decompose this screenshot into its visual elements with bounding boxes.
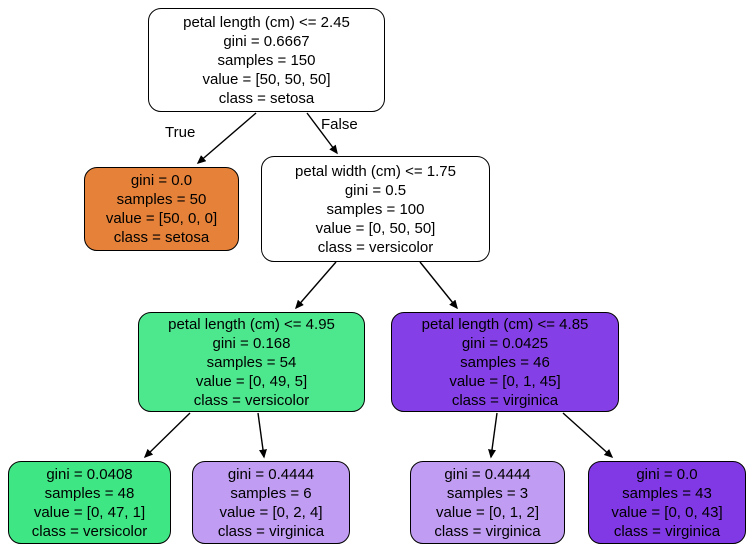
node-gini: gini = 0.0408 xyxy=(46,465,133,483)
edge-virginicasplit-to-leaf3 xyxy=(488,412,498,459)
node-gini: gini = 0.0 xyxy=(636,465,698,483)
node-value: value = [50, 0, 0] xyxy=(105,210,218,227)
tree-leaf-virginica-mixed-b: gini = 0.4444 samples = 3 value = [0, 1,… xyxy=(410,461,565,544)
node-split-condition: petal length (cm) <= 2.45 xyxy=(183,13,350,31)
node-gini: gini = 0.0 xyxy=(130,172,193,189)
tree-node-petal-width-split: petal width (cm) <= 1.75 gini = 0.5 samp… xyxy=(261,156,490,262)
node-gini: gini = 0.5 xyxy=(344,181,407,199)
node-samples: samples = 46 xyxy=(460,353,550,371)
node-split-condition: petal width (cm) <= 1.75 xyxy=(295,162,456,180)
node-samples: samples = 100 xyxy=(326,200,425,218)
node-samples: samples = 48 xyxy=(44,484,135,502)
node-class: class = virginica xyxy=(451,391,559,409)
node-class: class = versicolor xyxy=(31,522,148,540)
edge-petalwidth-to-versicolor-split xyxy=(295,261,337,310)
node-class: class = versicolor xyxy=(193,391,310,409)
tree-node-versicolor-split: petal length (cm) <= 4.95 gini = 0.168 s… xyxy=(138,312,365,412)
node-gini: gini = 0.4444 xyxy=(444,465,531,483)
node-class: class = virginica xyxy=(217,522,325,540)
node-class: class = virginica xyxy=(613,522,721,540)
node-value: value = [0, 2, 4] xyxy=(219,503,323,521)
tree-node-root: petal length (cm) <= 2.45 gini = 0.6667 … xyxy=(148,8,385,112)
tree-node-virginica-split: petal length (cm) <= 4.85 gini = 0.0425 … xyxy=(391,312,619,412)
node-gini: gini = 0.168 xyxy=(212,334,291,352)
node-split-condition: petal length (cm) <= 4.85 xyxy=(421,315,589,333)
node-samples: samples = 43 xyxy=(622,484,712,502)
node-value: value = [0, 1, 2] xyxy=(436,503,539,521)
node-samples: samples = 3 xyxy=(446,484,529,502)
node-class: class = setosa xyxy=(113,229,210,246)
node-class: class = virginica xyxy=(434,522,541,540)
edge-label-false: False xyxy=(321,116,358,133)
edge-virginicasplit-to-leaf4 xyxy=(562,412,614,459)
node-samples: samples = 150 xyxy=(217,51,316,69)
node-gini: gini = 0.4444 xyxy=(227,465,315,483)
node-samples: samples = 54 xyxy=(206,353,297,371)
node-value: value = [0, 50, 50] xyxy=(315,219,436,237)
edge-versicolorsplit-to-leaf1 xyxy=(143,412,191,459)
tree-leaf-versicolor: gini = 0.0408 samples = 48 value = [0, 4… xyxy=(8,461,171,544)
tree-leaf-virginica-mixed-a: gini = 0.4444 samples = 6 value = [0, 2,… xyxy=(192,461,350,544)
node-value: value = [0, 47, 1] xyxy=(33,503,146,521)
node-value: value = [50, 50, 50] xyxy=(202,70,331,88)
node-value: value = [0, 49, 5] xyxy=(195,372,308,390)
node-samples: samples = 50 xyxy=(116,191,207,208)
node-class: class = versicolor xyxy=(317,238,434,256)
edge-root-to-setosa-leaf xyxy=(196,112,257,164)
tree-leaf-virginica-pure: gini = 0.0 samples = 43 value = [0, 0, 4… xyxy=(588,461,746,544)
edge-petalwidth-to-virginica-split xyxy=(419,261,458,310)
node-value: value = [0, 0, 43] xyxy=(611,503,723,521)
edge-label-true: True xyxy=(165,124,196,141)
tree-node-setosa-leaf: gini = 0.0 samples = 50 value = [50, 0, … xyxy=(84,167,239,251)
node-gini: gini = 0.6667 xyxy=(223,32,310,50)
node-split-condition: petal length (cm) <= 4.95 xyxy=(168,315,335,333)
node-class: class = setosa xyxy=(218,89,315,107)
node-value: value = [0, 1, 45] xyxy=(449,372,561,390)
edge-versicolorsplit-to-leaf2 xyxy=(257,412,267,459)
node-gini: gini = 0.0425 xyxy=(461,334,549,352)
node-samples: samples = 6 xyxy=(230,484,312,502)
